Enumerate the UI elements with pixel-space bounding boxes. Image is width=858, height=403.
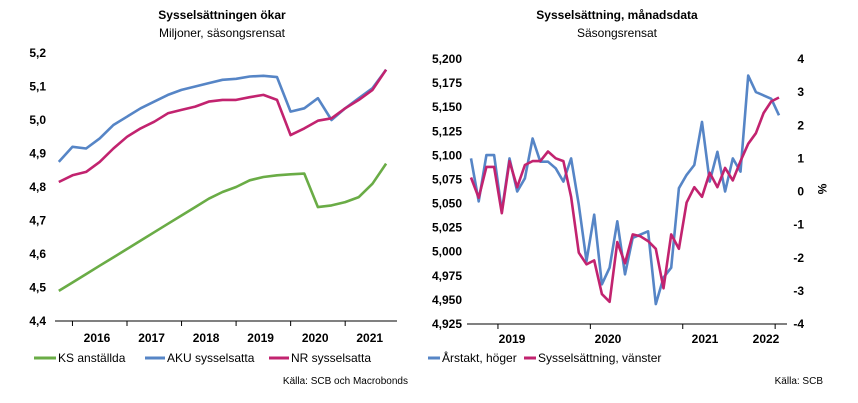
- legend-syss: Sysselsättning, vänster: [524, 351, 661, 365]
- right-y-tick-label: 5,200: [432, 52, 462, 66]
- left-y-tick-label: 4,8: [29, 180, 46, 194]
- series-line-syssels-ttning-v-nster: [469, 96, 780, 304]
- right-axes: [467, 323, 787, 329]
- right-y2-tick-label: 1: [797, 151, 804, 165]
- right-y2-tick-label: 4: [797, 52, 804, 66]
- left-x-tick-label: 2016: [84, 331, 111, 345]
- right-x-tick-label: 2021: [692, 332, 719, 346]
- left-x-tick-label: 2019: [247, 331, 274, 345]
- right-y2-tick-label: -1: [793, 218, 804, 232]
- right-x-ticks: 2019 2020 2021 2022: [499, 332, 780, 346]
- left-y-ticks: 4,4 4,5 4,6 4,7 4,8 4,9 5,0 5,1 5,2: [29, 46, 46, 328]
- right-y-tick-label: 5,125: [432, 124, 462, 138]
- left-y-tick-label: 4,5: [29, 281, 46, 295]
- left-x-tick-label: 2018: [193, 331, 220, 345]
- left-y-tick-label: 5,1: [29, 80, 46, 94]
- series-line-rstakt-h-ger: [469, 74, 781, 306]
- left-x-ticks: 2016 2017 2018 2019 2020 2021: [84, 331, 384, 345]
- right-source: Källa: SCB: [775, 376, 824, 387]
- right-y-tick-label: 4,925: [432, 317, 462, 331]
- left-chart-subtitle: Miljoner, säsongsrensat: [159, 26, 286, 40]
- left-y-tick-label: 5,2: [29, 46, 46, 60]
- legend-nr-label: NR sysselsatta: [291, 351, 371, 365]
- left-x-tick-label: 2021: [356, 331, 383, 345]
- series-line-nr-sysselsatta: [58, 68, 388, 184]
- left-source: Källa: SCB och Macrobonds: [283, 376, 408, 387]
- left-y-tick-label: 4,6: [29, 247, 46, 261]
- series-line-aku-sysselsatta: [57, 68, 388, 163]
- right-y2-tick-label: 0: [797, 185, 804, 199]
- right-y-ticks-right: -4 -3 -2 -1 0 1 2 3 4: [793, 52, 804, 331]
- right-y2-label: %: [815, 184, 829, 195]
- left-y-tick-label: 4,7: [29, 214, 46, 228]
- legend-aku-label: AKU sysselsatta: [167, 351, 255, 365]
- left-chart-title: Sysselsättningen ökar: [158, 8, 286, 22]
- left-axes: [55, 320, 397, 326]
- right-chart-title: Sysselsättning, månadsdata: [536, 8, 698, 22]
- right-y2-tick-label: -3: [793, 284, 804, 298]
- right-y2-tick-label: 2: [797, 118, 804, 132]
- right-y-tick-label: 4,975: [432, 269, 462, 283]
- right-y-tick-label: 5,150: [432, 100, 462, 114]
- right-y-tick-label: 4,950: [432, 293, 462, 307]
- left-x-tick-label: 2017: [138, 331, 165, 345]
- right-y-tick-label: 5,025: [432, 221, 462, 235]
- right-y-tick-label: 5,175: [432, 76, 462, 90]
- right-y2-tick-label: 3: [797, 85, 804, 99]
- legend-ks: KS anställda: [34, 351, 126, 365]
- right-series: [469, 74, 781, 306]
- legend-syss-label: Sysselsättning, vänster: [538, 351, 661, 365]
- legend-arstakt: Årstakt, höger: [428, 350, 517, 365]
- left-y-tick-label: 4,4: [29, 314, 46, 328]
- left-y-tick-label: 5,0: [29, 113, 46, 127]
- right-chart-subtitle: Säsongsrensat: [577, 26, 658, 40]
- series-line-ks-anst-llda: [58, 162, 388, 293]
- right-y-tick-label: 5,050: [432, 197, 462, 211]
- right-y2-tick-label: -2: [793, 251, 804, 265]
- right-x-tick-label: 2022: [753, 332, 780, 346]
- right-y-ticks-left: 4,925 4,950 4,975 5,000 5,025 5,050 5,075 5,100…: [432, 52, 462, 331]
- left-y-tick-label: 4,9: [29, 147, 46, 161]
- left-x-tick-label: 2020: [302, 331, 329, 345]
- left-series: [57, 68, 388, 293]
- right-y-tick-label: 5,075: [432, 172, 462, 186]
- right-x-tick-label: 2020: [595, 332, 622, 346]
- legend-nr: NR sysselsatta: [269, 351, 371, 365]
- legend-arstakt-label: Årstakt, höger: [442, 350, 517, 365]
- right-y-tick-label: 5,100: [432, 148, 462, 162]
- legend-ks-label: KS anställda: [58, 351, 126, 365]
- right-y-tick-label: 5,000: [432, 245, 462, 259]
- right-x-tick-label: 2019: [499, 332, 526, 346]
- right-y2-tick-label: -4: [793, 317, 804, 331]
- legend-aku: AKU sysselsatta: [145, 351, 255, 365]
